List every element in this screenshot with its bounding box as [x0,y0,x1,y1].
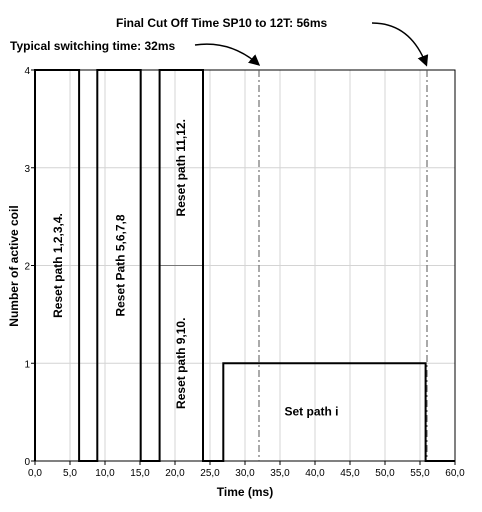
marker-arrow [371,22,429,67]
marker-annotation: Final Cut Off Time SP10 to 12T: 56ms [116,16,327,30]
region-labels: Reset path 1,2,3,4. Reset Path 5,6,7,8 Res… [51,119,339,418]
series-line [34,69,455,462]
y-tick-label: 2 [24,262,30,273]
x-tick-label: 20,0 [165,468,185,479]
marker-annotation: Typical switching time: 32ms [10,39,175,53]
x-tick-label: 60,0 [445,468,465,479]
x-tick-label: 15,0 [130,468,150,479]
region-label: Set path i [284,404,338,418]
markers: Typical switching time: 32ms Final Cut Of… [10,16,429,461]
y-axis-title: Number of active coil [7,205,21,326]
x-tick-label: 35,0 [270,468,290,479]
x-tick-label: 40,0 [305,468,325,479]
y-tick-label: 0 [24,457,30,468]
x-axis-title: Time (ms) [217,485,273,499]
x-tick-label: 50,0 [375,468,395,479]
ticks: 0,0 5,0 10,0 15,0 20,0 25,0 30,0 35,0 40,0 45,0 50… [24,66,465,479]
series [34,69,455,462]
x-tick-label: 25,0 [200,468,220,479]
region-label: Reset path 1,2,3,4. [51,213,65,318]
x-tick-label: 10,0 [95,468,115,479]
marker-arrow [194,43,261,66]
region-label: Reset path 11,12. [174,119,188,216]
x-tick-label: 45,0 [340,468,360,479]
x-tick-label: 55,0 [410,468,430,479]
region-label: Reset path 9,10. [174,318,188,409]
x-tick-label: 5,0 [63,468,77,479]
y-tick-label: 4 [24,66,30,77]
region-label: Reset Path 5,6,7,8 [113,214,127,316]
grid [35,70,455,461]
y-tick-label: 3 [24,164,30,175]
x-tick-label: 30,0 [235,468,255,479]
y-tick-label: 1 [24,359,30,370]
x-tick-label: 0,0 [28,468,42,479]
